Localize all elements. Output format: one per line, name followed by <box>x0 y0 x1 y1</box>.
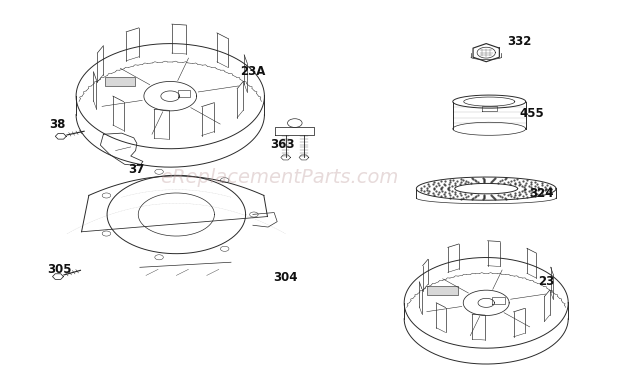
Text: 38: 38 <box>49 118 65 131</box>
Text: 23A: 23A <box>240 65 265 78</box>
Text: 37: 37 <box>128 163 144 176</box>
Text: 305: 305 <box>48 263 72 276</box>
Text: 304: 304 <box>273 270 298 284</box>
Text: 363: 363 <box>270 138 295 151</box>
Bar <box>105 77 135 86</box>
Text: 324: 324 <box>529 186 553 199</box>
Text: 455: 455 <box>520 107 544 120</box>
Text: eReplacementParts.com: eReplacementParts.com <box>161 168 399 187</box>
Bar <box>427 286 458 295</box>
Text: 23: 23 <box>538 275 554 288</box>
Text: 332: 332 <box>507 35 532 48</box>
